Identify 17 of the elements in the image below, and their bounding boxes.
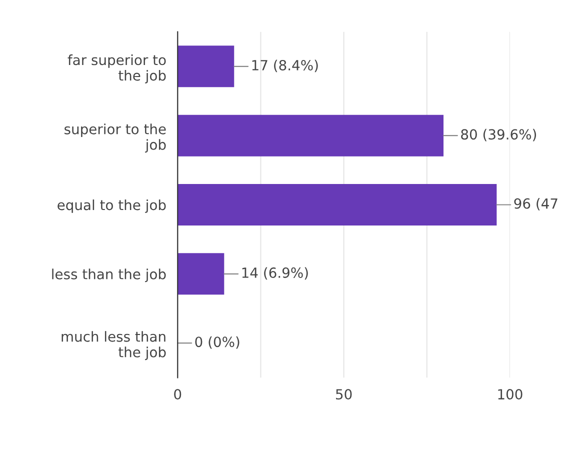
data-label: 17 (8.4%) — [252, 60, 318, 72]
x-tick-label: 50 — [336, 389, 352, 400]
bar — [178, 46, 234, 88]
x-tick-label: 0 — [174, 389, 182, 400]
bar — [178, 253, 224, 295]
data-label: 96 (47 — [514, 198, 558, 210]
y-tick-label: far superior to the job — [68, 54, 166, 84]
x-tick-label: 100 — [498, 389, 522, 400]
data-label: 0 (0%) — [195, 336, 240, 349]
y-tick-label: less than the job — [52, 268, 166, 282]
y-tick-label: much less than the job — [62, 331, 166, 360]
data-label: 80 (39.6%) — [461, 128, 536, 142]
y-tick-label: equal to the job — [58, 199, 166, 213]
data-label: 14 (6.9%) — [242, 267, 308, 280]
bar — [178, 114, 444, 156]
bar — [178, 184, 497, 226]
y-tick-label: superior to the job — [64, 124, 166, 153]
